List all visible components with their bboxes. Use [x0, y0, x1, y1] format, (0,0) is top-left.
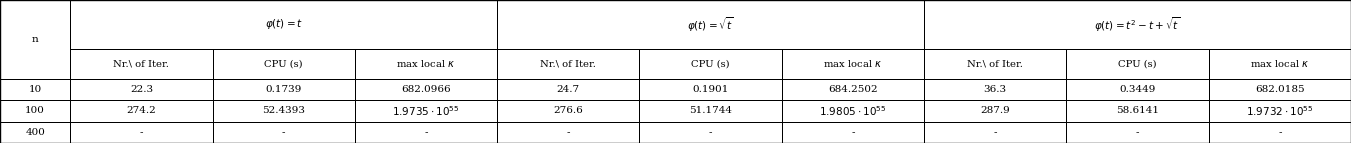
- Bar: [70, 122, 212, 143]
- Bar: [497, 79, 639, 100]
- Text: 684.2502: 684.2502: [828, 85, 878, 94]
- Bar: [782, 79, 924, 100]
- Text: $\varphi(t) = \sqrt{t}$: $\varphi(t) = \sqrt{t}$: [688, 15, 734, 34]
- Text: $1.9732\cdot 10^{55}$: $1.9732\cdot 10^{55}$: [1246, 104, 1313, 118]
- Text: n: n: [32, 35, 38, 44]
- Text: 51.1744: 51.1744: [689, 106, 732, 115]
- Text: 287.9: 287.9: [981, 106, 1011, 115]
- Bar: [1066, 49, 1209, 79]
- Text: max local $\kappa$: max local $\kappa$: [1250, 58, 1309, 69]
- Text: $\varphi(t) = t$: $\varphi(t) = t$: [265, 17, 303, 31]
- Bar: [70, 100, 212, 122]
- Bar: [1066, 100, 1209, 122]
- Bar: [70, 79, 212, 100]
- Bar: [924, 100, 1066, 122]
- Bar: [497, 122, 639, 143]
- Bar: [497, 100, 639, 122]
- Bar: [639, 122, 782, 143]
- Text: Nr.\ of Iter.: Nr.\ of Iter.: [540, 59, 596, 68]
- Text: 58.6141: 58.6141: [1116, 106, 1159, 115]
- Bar: [497, 0, 924, 49]
- Text: 682.0966: 682.0966: [401, 85, 451, 94]
- Text: 400: 400: [26, 128, 45, 137]
- Bar: [782, 122, 924, 143]
- Bar: [0, 100, 70, 122]
- Bar: [924, 122, 1066, 143]
- Text: -: -: [282, 128, 285, 137]
- Bar: [639, 79, 782, 100]
- Bar: [0, 79, 70, 100]
- Bar: [355, 100, 497, 122]
- Bar: [782, 100, 924, 122]
- Text: 682.0185: 682.0185: [1255, 85, 1305, 94]
- Bar: [782, 49, 924, 79]
- Bar: [1209, 100, 1351, 122]
- Text: 0.3449: 0.3449: [1120, 85, 1155, 94]
- Text: 36.3: 36.3: [984, 85, 1006, 94]
- Text: 0.1739: 0.1739: [266, 85, 301, 94]
- Bar: [70, 49, 212, 79]
- Text: 24.7: 24.7: [557, 85, 580, 94]
- Bar: [0, 122, 70, 143]
- Text: 100: 100: [26, 106, 45, 115]
- Text: -: -: [1136, 128, 1139, 137]
- Text: -: -: [566, 128, 570, 137]
- Text: 22.3: 22.3: [130, 85, 153, 94]
- Bar: [924, 0, 1351, 49]
- Bar: [1209, 79, 1351, 100]
- Bar: [639, 100, 782, 122]
- Text: -: -: [1278, 128, 1282, 137]
- Text: max local $\kappa$: max local $\kappa$: [823, 58, 882, 69]
- Text: 52.4393: 52.4393: [262, 106, 305, 115]
- Bar: [1209, 49, 1351, 79]
- Text: -: -: [993, 128, 997, 137]
- Bar: [212, 122, 355, 143]
- Bar: [355, 122, 497, 143]
- Bar: [355, 49, 497, 79]
- Text: -: -: [139, 128, 143, 137]
- Bar: [1209, 122, 1351, 143]
- Bar: [212, 49, 355, 79]
- Text: 274.2: 274.2: [127, 106, 157, 115]
- Bar: [924, 79, 1066, 100]
- Bar: [639, 49, 782, 79]
- Bar: [212, 79, 355, 100]
- Text: $\varphi(t) = t^2 - t + \sqrt{t}$: $\varphi(t) = t^2 - t + \sqrt{t}$: [1094, 15, 1181, 34]
- Text: CPU (s): CPU (s): [1119, 59, 1156, 68]
- Text: 10: 10: [28, 85, 42, 94]
- Text: CPU (s): CPU (s): [265, 59, 303, 68]
- Text: -: -: [424, 128, 428, 137]
- Bar: [1066, 122, 1209, 143]
- Text: Nr.\ of Iter.: Nr.\ of Iter.: [113, 59, 169, 68]
- Bar: [0, 0, 70, 79]
- Text: -: -: [851, 128, 855, 137]
- Text: $1.9735\cdot 10^{55}$: $1.9735\cdot 10^{55}$: [392, 104, 459, 118]
- Bar: [355, 79, 497, 100]
- Text: 276.6: 276.6: [554, 106, 584, 115]
- Text: 0.1901: 0.1901: [693, 85, 728, 94]
- Text: -: -: [709, 128, 712, 137]
- Bar: [497, 49, 639, 79]
- Bar: [1066, 79, 1209, 100]
- Text: Nr.\ of Iter.: Nr.\ of Iter.: [967, 59, 1023, 68]
- Bar: [924, 49, 1066, 79]
- Text: CPU (s): CPU (s): [692, 59, 730, 68]
- Bar: [212, 100, 355, 122]
- Bar: [70, 0, 497, 49]
- Text: max local $\kappa$: max local $\kappa$: [396, 58, 455, 69]
- Text: $1.9805\cdot 10^{55}$: $1.9805\cdot 10^{55}$: [819, 104, 886, 118]
